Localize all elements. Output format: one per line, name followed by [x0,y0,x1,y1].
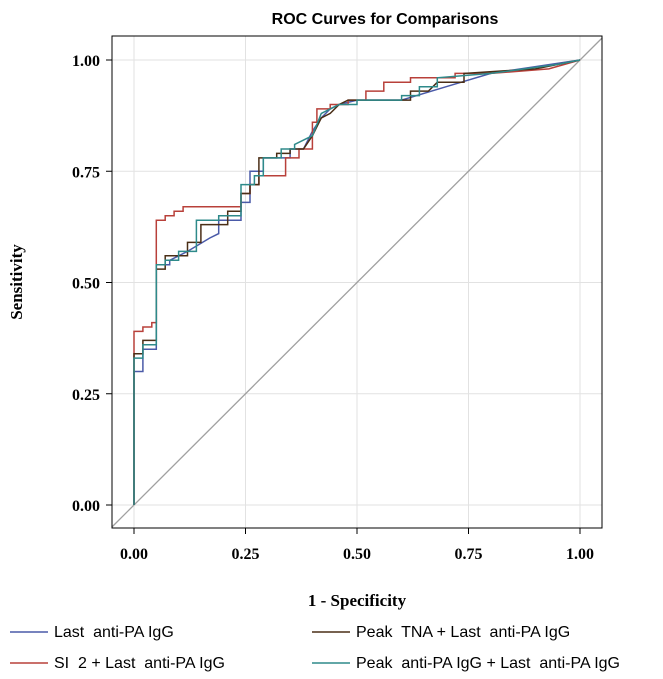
y-axis-ticks: 0.00 0.25 0.50 0.75 1.00 [72,53,112,515]
roc-series-layer [133,59,581,505]
x-tick-label: 0.00 [120,546,148,563]
y-tick-label: 0.00 [72,498,100,515]
y-axis-label: Sensitivity [7,244,26,320]
reference-diagonal-line [111,37,603,528]
x-tick-label: 0.75 [455,546,483,563]
y-tick-label: 0.75 [72,164,100,181]
x-tick-label: 0.50 [343,546,371,563]
legend: Last anti-PA IgG SI 2 + Last anti-PA IgG P… [10,624,620,672]
x-axis-label: 1 - Specificity [308,591,407,610]
x-tick-label: 0.25 [232,546,260,563]
chart-title: ROC Curves for Comparisons [272,11,499,28]
legend-label: Last anti-PA IgG [54,624,174,641]
y-tick-label: 0.25 [72,387,100,404]
x-tick-label: 1.00 [566,546,594,563]
roc-series-line-3 [133,59,581,505]
y-tick-label: 0.50 [72,276,100,293]
y-tick-label: 1.00 [72,53,100,70]
x-axis-ticks: 0.00 0.25 0.50 0.75 1.00 [120,528,594,563]
legend-label: Peak TNA + Last anti-PA IgG [356,624,570,641]
legend-label: Peak anti-PA IgG + Last anti-PA IgG [356,655,620,672]
roc-series-line-2 [133,59,581,505]
roc-series-line-4 [133,59,581,505]
legend-label: SI 2 + Last anti-PA IgG [54,655,225,672]
